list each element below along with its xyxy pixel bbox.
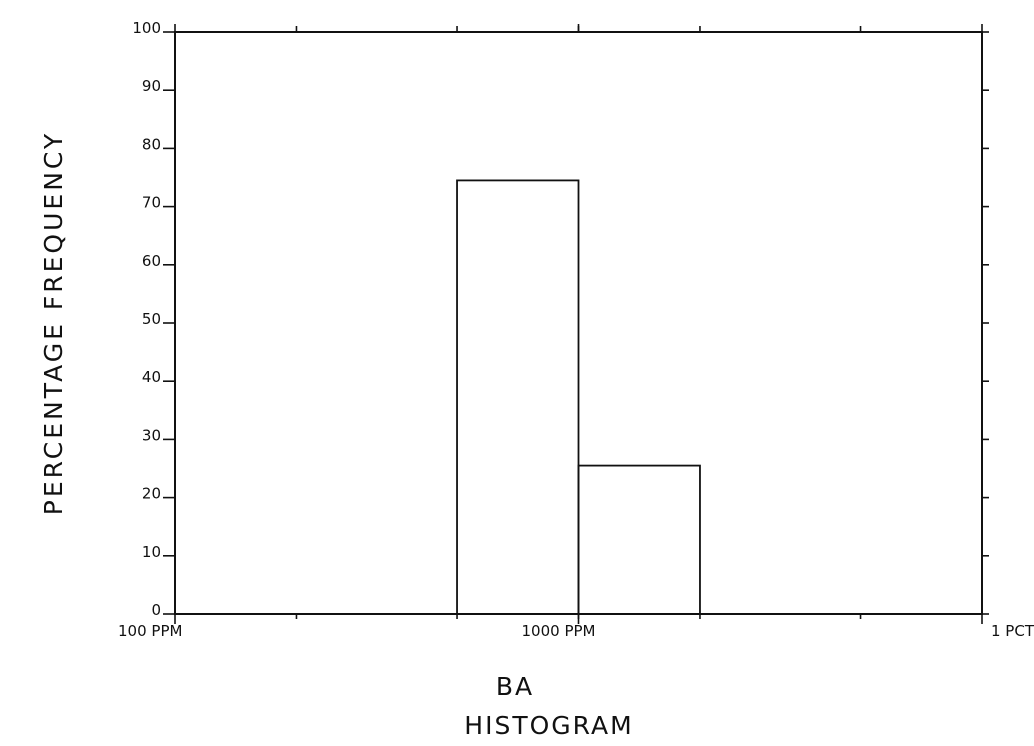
x-tick-label: 100 PPM: [118, 622, 182, 640]
chart-title: HISTOGRAM: [464, 711, 633, 740]
y-tick-label: 30: [142, 426, 161, 444]
x-tick-label: 1000 PPM: [522, 622, 596, 640]
y-tick-label: 90: [142, 77, 161, 95]
y-tick-label: 80: [142, 135, 161, 153]
y-tick-label: 10: [142, 543, 161, 561]
y-tick-label: 40: [142, 368, 161, 386]
histogram-bars: [456, 179, 701, 615]
x-axis-title: BA: [496, 672, 534, 701]
histogram-bar-1: [456, 179, 580, 615]
histogram-bar-2: [577, 464, 701, 615]
y-axis-title: PERCENTAGE FREQUENCY: [39, 131, 68, 515]
y-tick-label: 70: [142, 194, 161, 212]
x-tick-label: 1 PCT: [991, 622, 1034, 640]
y-axis-ticks: 0 10 20 30 40 50 60 70 80 90 100: [132, 19, 989, 619]
y-tick-label: 0: [151, 601, 161, 619]
x-axis-ticks: 100 PPM 1000 PPM 1 PCT: [118, 24, 1034, 640]
y-tick-label: 50: [142, 310, 161, 328]
y-tick-label: 20: [142, 485, 161, 503]
y-tick-label: 100: [132, 19, 161, 37]
y-tick-label: 60: [142, 252, 161, 270]
